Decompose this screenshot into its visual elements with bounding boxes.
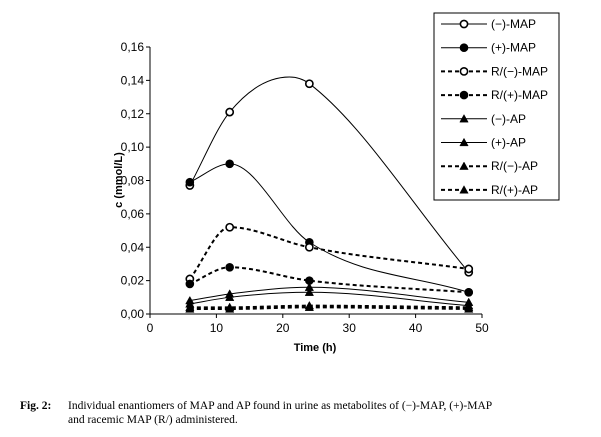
y-tick-label: 0,10 — [121, 140, 145, 154]
data-point — [225, 222, 235, 232]
x-tick-label: 30 — [343, 321, 357, 335]
legend-label-2: (+)-MAP — [491, 41, 536, 55]
legend-marker-5 — [459, 114, 469, 123]
legend-marker-1 — [459, 19, 469, 29]
data-point — [185, 279, 195, 289]
figure-caption: Fig. 2: Individual enantiomers of MAP and… — [20, 399, 590, 427]
x-tick-label: 10 — [210, 321, 224, 335]
y-tick-label: 0,14 — [121, 73, 145, 87]
data-point — [304, 302, 314, 311]
legend-marker-6 — [459, 137, 469, 147]
legend-label-4: R/(+)-MAP — [491, 88, 548, 102]
caption-label: Fig. 2: — [20, 400, 52, 412]
y-tick-label: 0,16 — [121, 40, 145, 54]
x-axis-label: Time (h) — [294, 342, 337, 354]
data-point — [225, 159, 234, 169]
data-point — [225, 107, 235, 117]
series-line-2 — [189, 163, 469, 293]
data-point — [185, 304, 195, 313]
y-axis-label: c (mmol/L) — [113, 152, 125, 208]
caption-line-1: Individual enantiomers of MAP and AP fou… — [68, 400, 493, 412]
series-line-8 — [189, 306, 469, 310]
legend-label-1: (−)-MAP — [491, 17, 536, 31]
legend-marker-3 — [459, 67, 469, 76]
series-line-7 — [189, 304, 469, 309]
series-line-1 — [189, 76, 470, 273]
series-line-6 — [189, 291, 469, 307]
data-point — [464, 304, 474, 313]
data-point — [225, 304, 235, 313]
chart: 0,00 0,02 0,04 0,06 0,08 0,10 0,12 0,14 0,16 0 10 2… — [113, 12, 560, 354]
y-tick-label: 0,06 — [121, 207, 145, 221]
series-line-5 — [189, 286, 469, 303]
series-line-4 — [189, 266, 469, 294]
x-tick-label: 0 — [147, 321, 154, 335]
x-tick-label: 20 — [276, 321, 290, 335]
y-tick-label: 0,00 — [121, 307, 145, 321]
legend-marker-7 — [459, 161, 469, 170]
x-tick-label: 40 — [409, 321, 423, 335]
data-point — [464, 288, 474, 297]
y-tick-label: 0,04 — [121, 240, 145, 254]
series-line-3 — [189, 226, 469, 280]
legend-box — [433, 12, 560, 201]
data-point — [304, 287, 314, 296]
legend-marker-8 — [459, 185, 469, 194]
data-point — [185, 177, 195, 187]
legend-label-5: (−)-AP — [491, 112, 526, 126]
legend-marker-4 — [459, 90, 469, 100]
legend-label-6: (+)-AP — [491, 136, 526, 150]
legend-label-3: R/(−)-MAP — [491, 64, 548, 78]
y-tick-label: 0,02 — [121, 274, 145, 288]
y-tick-label: 0,08 — [121, 174, 145, 188]
data-point — [304, 79, 314, 89]
caption-line-2: and racemic MAP (R/) administered. — [68, 414, 238, 426]
data-point — [225, 262, 234, 272]
x-tick-label: 50 — [475, 321, 489, 335]
y-tick-label: 0,12 — [121, 107, 145, 121]
plot-area: 0,00 0,02 0,04 0,06 0,08 0,10 0,12 0,14 0,16 0 10 2… — [121, 40, 489, 335]
legend-marker-2 — [459, 43, 469, 53]
legend-label-8: R/(+)-AP — [491, 183, 538, 197]
data-point — [225, 292, 235, 301]
data-point — [464, 264, 474, 274]
data-point — [304, 242, 314, 252]
legend: (−)-MAP (+)-MAP R/(−)-MAP R/(+)-MAP (−)-AP (+… — [433, 12, 560, 201]
legend-label-7: R/(−)-AP — [491, 159, 538, 173]
